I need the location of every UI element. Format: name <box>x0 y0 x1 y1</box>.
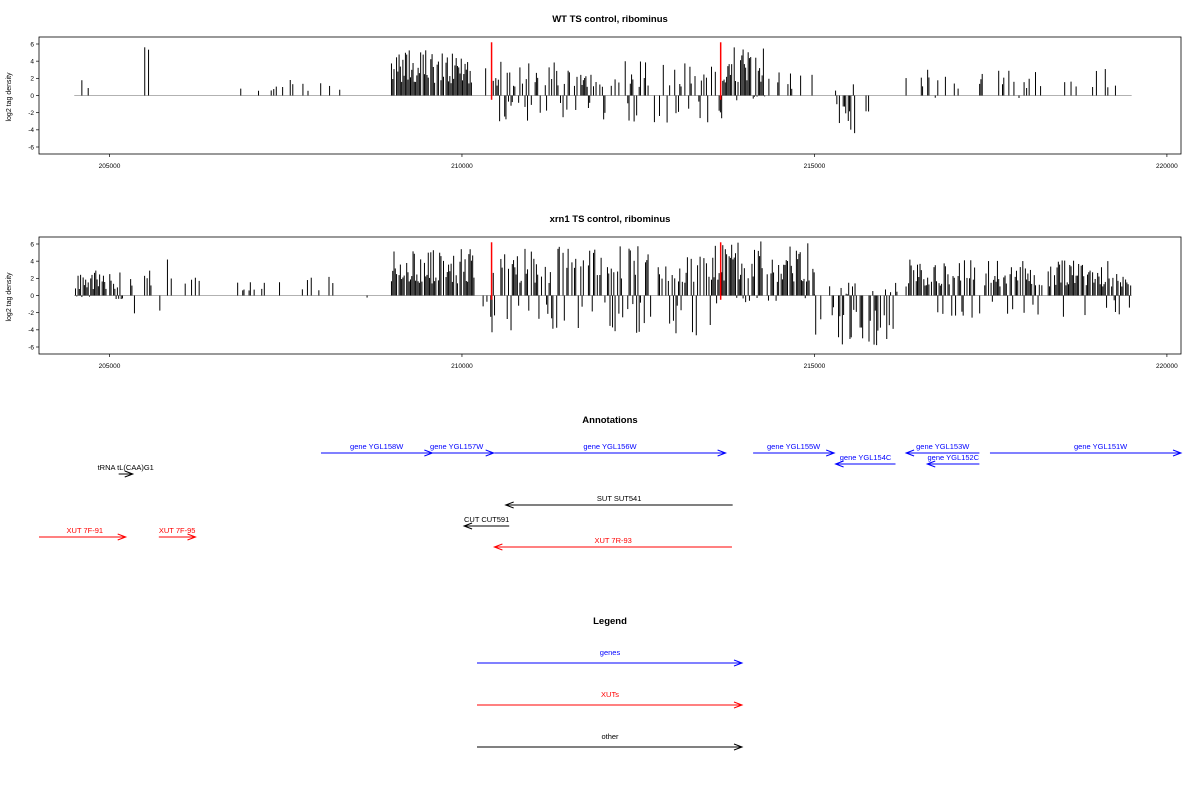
feature-label: CUT CUT591 <box>464 515 509 524</box>
feature-label: gene YGL153W <box>916 442 970 451</box>
y-tick-label: -2 <box>28 310 34 317</box>
annotation-feature: SUT SUT541 <box>504 494 733 509</box>
y-tick-label: 4 <box>30 58 34 65</box>
xrn1-panel: xrn1 TS control, ribominus log2 tag dens… <box>6 214 1182 370</box>
feature-label: XUT 7F-91 <box>67 526 104 535</box>
arrow-head <box>124 470 135 478</box>
annotation-feature: CUT CUT591 <box>462 515 509 530</box>
arrow-head <box>834 460 844 468</box>
arrow-head <box>485 449 496 457</box>
bar-series <box>74 241 1132 346</box>
x-tick-label: 205000 <box>99 163 121 170</box>
feature-label: gene YGL158W <box>350 442 404 451</box>
arrow-head <box>904 449 915 457</box>
bar-series <box>74 42 1132 134</box>
y-tick-label: -2 <box>28 110 34 117</box>
arrow-head <box>187 533 197 541</box>
annotation-feature: gene YGL158W <box>320 442 434 457</box>
legend-label: other <box>601 732 619 741</box>
annotation-feature: XUT 7F-95 <box>158 526 197 541</box>
feature-label: gene YGL156W <box>583 442 637 451</box>
x-tick-label: 205000 <box>99 363 121 370</box>
feature-label: XUT 7F-95 <box>159 526 196 535</box>
arrow-head <box>462 522 473 530</box>
y-tick-label: -4 <box>28 127 34 134</box>
feature-label: gene YGL157W <box>430 442 484 451</box>
y-tick-label: 2 <box>30 276 34 283</box>
x-tick-label: 220000 <box>1156 363 1178 370</box>
x-tick-label: 220000 <box>1156 163 1178 170</box>
y-axis-label: log2 tag density <box>6 272 13 322</box>
y-tick-label: -6 <box>28 144 34 151</box>
y-tick-label: 6 <box>30 241 34 248</box>
arrow-head <box>492 543 503 551</box>
y-tick-label: 6 <box>30 41 34 48</box>
annotation-feature: gene YGL153W <box>904 442 980 457</box>
x-tick-label: 215000 <box>804 163 826 170</box>
y-tick-label: -4 <box>28 327 34 334</box>
annotation-feature: XUT 7R-93 <box>492 536 732 551</box>
arrow-head <box>925 460 936 468</box>
arrow-head <box>733 659 744 667</box>
y-tick-label: -6 <box>28 344 34 351</box>
legend-entry: genes <box>477 648 744 667</box>
panel-title: WT TS control, ribominus <box>552 14 668 25</box>
legend-title: Legend <box>593 616 627 627</box>
arrow-head <box>504 501 514 509</box>
annotation-feature: tRNA tL(CAA)G1 <box>98 463 154 478</box>
feature-label: XUT 7R-93 <box>594 536 631 545</box>
legend-label: XUTs <box>601 690 619 699</box>
annotation-feature: gene YGL154C <box>834 453 896 468</box>
legend-entry: XUTs <box>477 690 744 709</box>
x-tick-label: 215000 <box>804 363 826 370</box>
y-tick-label: 2 <box>30 76 34 83</box>
y-ticks: -6 -4 -2 0 2 4 6 <box>28 41 39 151</box>
x-ticks: 205000 210000 215000 220000 <box>99 154 1178 170</box>
x-ticks: 205000 210000 215000 220000 <box>99 354 1178 370</box>
arrow-head <box>733 743 744 751</box>
arrow-head <box>825 449 836 457</box>
annotations-title: Annotations <box>582 415 637 426</box>
arrow-head <box>1172 449 1183 457</box>
annotation-feature: gene YGL155W <box>753 442 836 457</box>
annotation-feature: gene YGL157W <box>419 442 496 457</box>
legend-entry: other <box>477 732 744 751</box>
arrow-head <box>717 449 728 457</box>
y-tick-label: 0 <box>30 293 34 300</box>
feature-label: gene YGL154C <box>840 453 892 462</box>
arrow-head <box>117 533 128 541</box>
x-tick-label: 210000 <box>451 363 473 370</box>
legend-label: genes <box>600 648 621 657</box>
feature-label: gene YGL152C <box>928 453 980 462</box>
annotation-feature: gene YGL151W <box>989 442 1183 457</box>
legend: genes XUTs other <box>477 648 744 751</box>
annotation-track: gene YGL158W gene YGL157W gene YGL156W gene… <box>39 442 1183 551</box>
panel-title: xrn1 TS control, ribominus <box>550 214 671 225</box>
arrow-head <box>733 701 744 709</box>
feature-label: tRNA tL(CAA)G1 <box>98 463 154 472</box>
feature-label: SUT SUT541 <box>597 494 641 503</box>
y-tick-label: 4 <box>30 258 34 265</box>
annotation-feature: gene YGL156W <box>494 442 728 457</box>
annotation-feature: gene YGL152C <box>925 453 980 468</box>
y-tick-label: 0 <box>30 93 34 100</box>
x-tick-label: 210000 <box>451 163 473 170</box>
annotation-feature: XUT 7F-91 <box>39 526 128 541</box>
y-ticks: -6 -4 -2 0 2 4 6 <box>28 241 39 351</box>
y-axis-label: log2 tag density <box>6 72 13 122</box>
feature-label: gene YGL151W <box>1074 442 1128 451</box>
wt-panel: WT TS control, ribominus log2 tag densit… <box>6 14 1182 170</box>
feature-label: gene YGL155W <box>767 442 821 451</box>
